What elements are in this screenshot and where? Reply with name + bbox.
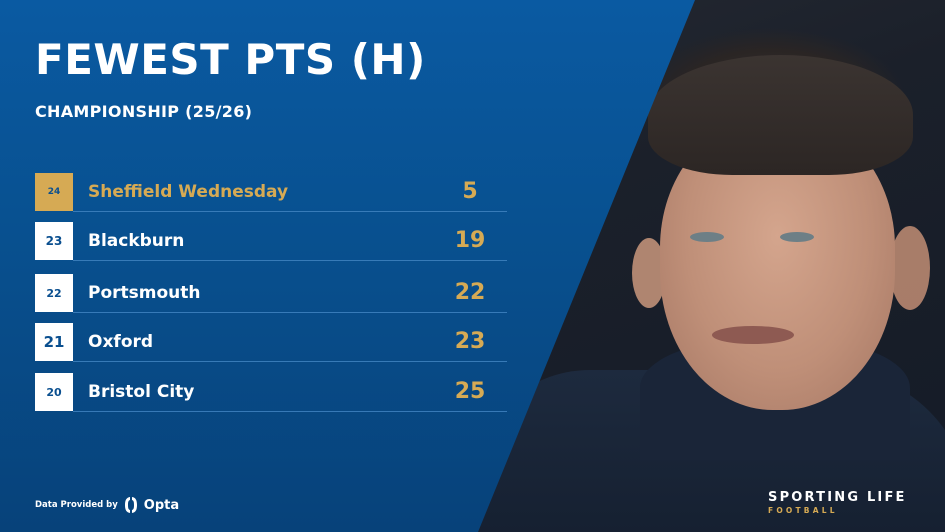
publisher-name: SPORTING LIFE [768, 490, 907, 505]
competition-subtitle: CHAMPIONSHIP (25/26) [35, 102, 253, 121]
photo-eye-right [780, 232, 814, 242]
table-row: 21 Oxford 23 [35, 323, 507, 362]
table-row: 22 Portsmouth 22 [35, 274, 507, 313]
publisher-section: FOOTBALL [768, 506, 838, 515]
team-name: Portsmouth [88, 283, 201, 303]
team-name: Bristol City [88, 382, 195, 402]
page-title: FEWEST PTS (H) [35, 35, 426, 84]
points-value: 25 [454, 379, 486, 404]
row-divider [73, 411, 507, 412]
photo-ear-right [890, 226, 930, 310]
photo-hair [648, 55, 913, 175]
data-provider-label: Data Provided by [35, 500, 118, 510]
team-name: Oxford [88, 332, 154, 352]
photo-eye-left [690, 232, 724, 242]
rank-badge: 20 [35, 373, 73, 411]
table-row: 23 Blackburn 19 [35, 222, 507, 261]
points-value: 5 [462, 179, 478, 204]
points-value: 19 [454, 228, 486, 253]
opta-logo-icon [124, 496, 138, 514]
table-row: 24 Sheffield Wednesday 5 [35, 173, 507, 212]
rank-badge: 23 [35, 222, 73, 260]
points-value: 22 [454, 280, 486, 305]
row-divider [73, 211, 507, 212]
team-name: Blackburn [88, 231, 185, 251]
data-provider-credit: Data Provided by Opta [35, 495, 179, 515]
rank-badge: 24 [35, 173, 73, 211]
rank-badge: 22 [35, 274, 73, 312]
sporting-life-logo: SPORTING LIFE FOOTBALL [768, 490, 908, 516]
row-divider [73, 260, 507, 261]
table-row: 20 Bristol City 25 [35, 373, 507, 412]
row-divider [73, 361, 507, 362]
team-name: Sheffield Wednesday [88, 182, 289, 202]
data-provider-brand: Opta [143, 497, 180, 513]
points-value: 23 [454, 329, 486, 354]
row-divider [73, 312, 507, 313]
photo-mouth [712, 326, 794, 344]
rank-badge: 21 [35, 323, 73, 361]
